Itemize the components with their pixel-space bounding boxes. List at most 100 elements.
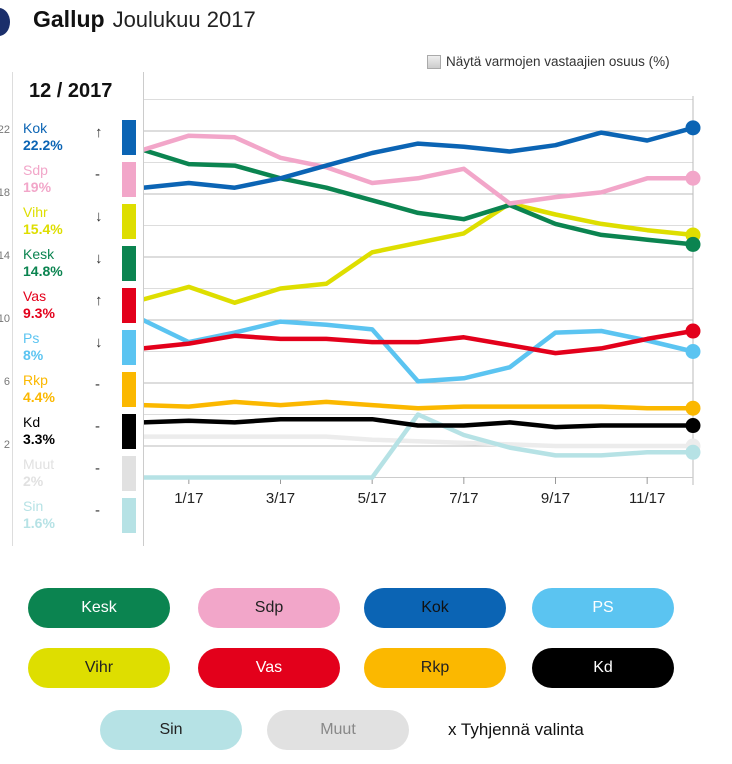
color-swatch — [122, 288, 136, 323]
party-row-kd: Kd 3.3% - — [23, 414, 143, 456]
y-tick-label: 14 — [0, 250, 10, 262]
party-value: 4.4% — [23, 389, 55, 405]
party-button-sin[interactable]: Sin — [100, 710, 242, 750]
color-swatch — [122, 456, 136, 491]
party-row-rkp: Rkp 4.4% - — [23, 372, 143, 414]
party-name: Vas — [23, 288, 47, 304]
series-line-kok[interactable] — [142, 125, 694, 190]
series-line-vas[interactable] — [142, 328, 694, 356]
trend-icon: - — [95, 376, 100, 393]
y-tick-label: 2 — [3, 439, 10, 451]
checkbox-label: Näytä varmojen vastaajien osuus (%) — [446, 54, 670, 69]
data-point-kesk[interactable] — [685, 236, 701, 252]
trend-icon: ↓ — [95, 334, 103, 351]
color-swatch — [122, 414, 136, 449]
party-row-muut: Muut 2% - — [23, 456, 143, 498]
data-point-sin[interactable] — [685, 444, 701, 460]
y-tick-label: 6 — [3, 376, 10, 388]
party-button-kd[interactable]: Kd — [532, 648, 674, 688]
data-point-vas[interactable] — [685, 323, 701, 339]
party-value: 15.4% — [23, 221, 63, 237]
clear-selection-button[interactable]: x Tyhjennä valinta — [448, 720, 584, 739]
party-name: Kok — [23, 120, 48, 136]
party-value: 8% — [23, 347, 44, 363]
title: Gallup — [33, 6, 105, 32]
selected-month: 12 / 2017 — [29, 80, 113, 102]
party-name: Sin — [23, 498, 44, 514]
x-tick-label: 1/17 — [174, 490, 203, 507]
color-swatch — [122, 330, 136, 365]
trend-icon: ↑ — [95, 124, 103, 141]
subtitle: Joulukuu 2017 — [112, 7, 256, 32]
y-tick-label: 22 — [0, 124, 10, 136]
series-line-kd[interactable] — [142, 416, 693, 430]
party-button-sdp[interactable]: Sdp — [198, 588, 340, 628]
x-tick-label: 11/17 — [629, 490, 665, 507]
trend-icon: - — [95, 502, 100, 519]
x-tick-label: 7/17 — [449, 490, 478, 507]
series-line-rkp[interactable] — [142, 399, 693, 411]
trend-icon: - — [95, 460, 100, 477]
party-row-sin: Sin 1.6% - — [23, 498, 143, 540]
checkbox-icon[interactable] — [427, 54, 441, 69]
confident-respondents-checkbox[interactable]: Näytä varmojen vastaajien osuus (%) — [427, 54, 670, 69]
series-line-sin[interactable] — [143, 412, 693, 480]
page-title: Gallup Joulukuu 2017 — [33, 6, 256, 33]
party-value: 22.2% — [23, 137, 63, 153]
month-summary-panel: 12 / 2017 Kok 22.2% ↑ Sdp 19% - Vihr 15.… — [12, 72, 144, 546]
y-tick-label: 18 — [0, 187, 10, 199]
party-name: Kd — [23, 414, 41, 430]
color-swatch — [122, 498, 136, 533]
line-chart: 1/17 3/17 5/17 7/17 9/17 11/17 — [142, 96, 701, 507]
party-row-vas: Vas 9.3% ↑ — [23, 288, 143, 330]
party-row-vihr: Vihr 15.4% ↓ — [23, 204, 143, 246]
party-button-muut[interactable]: Muut — [267, 710, 409, 750]
series-line-kesk[interactable] — [142, 147, 694, 247]
x-tick-label: 9/17 — [541, 490, 570, 507]
series-line-ps[interactable] — [142, 317, 694, 384]
logo-icon — [0, 8, 10, 36]
party-name: Muut — [23, 456, 55, 472]
party-name: Vihr — [23, 204, 48, 220]
trend-icon: ↓ — [95, 250, 103, 267]
series-line-sdp[interactable] — [142, 133, 693, 206]
party-button-ps[interactable]: PS — [532, 588, 674, 628]
trend-icon: ↑ — [95, 292, 103, 309]
party-button-kesk[interactable]: Kesk — [28, 588, 170, 628]
series-line-vihr[interactable] — [142, 201, 694, 305]
party-row-kesk: Kesk 14.8% ↓ — [23, 246, 143, 288]
party-value: 1.6% — [23, 515, 55, 531]
party-name: Kesk — [23, 246, 55, 262]
trend-icon: - — [95, 418, 100, 435]
party-button-rkp[interactable]: Rkp — [364, 648, 506, 688]
x-tick-label: 3/17 — [266, 490, 295, 507]
data-point-ps[interactable] — [685, 344, 701, 359]
data-point-rkp[interactable] — [685, 400, 701, 416]
color-swatch — [122, 204, 136, 239]
data-point-sdp[interactable] — [685, 170, 701, 186]
color-swatch — [122, 372, 136, 407]
party-button-vihr[interactable]: Vihr — [28, 648, 170, 688]
party-row-sdp: Sdp 19% - — [23, 162, 143, 204]
party-row-kok: Kok 22.2% ↑ — [23, 120, 143, 162]
series-line-muut[interactable] — [143, 434, 693, 449]
data-point-kd[interactable] — [685, 418, 701, 434]
party-value: 14.8% — [23, 263, 63, 279]
data-point-kok[interactable] — [685, 120, 701, 136]
party-button-vas[interactable]: Vas — [198, 648, 340, 688]
trend-icon: - — [95, 166, 100, 183]
color-swatch — [122, 162, 136, 197]
party-name: Rkp — [23, 372, 48, 388]
party-value: 19% — [23, 179, 52, 195]
party-button-kok[interactable]: Kok — [364, 588, 506, 628]
party-name: Sdp — [23, 162, 48, 178]
party-row-ps: Ps 8% ↓ — [23, 330, 143, 372]
trend-icon: ↓ — [95, 208, 103, 225]
x-tick-label: 5/17 — [358, 490, 387, 507]
party-value: 9.3% — [23, 305, 55, 321]
party-value: 2% — [23, 473, 44, 489]
y-tick-label: 10 — [0, 313, 10, 325]
color-swatch — [122, 246, 136, 281]
color-swatch — [122, 120, 136, 155]
party-value: 3.3% — [23, 431, 55, 447]
